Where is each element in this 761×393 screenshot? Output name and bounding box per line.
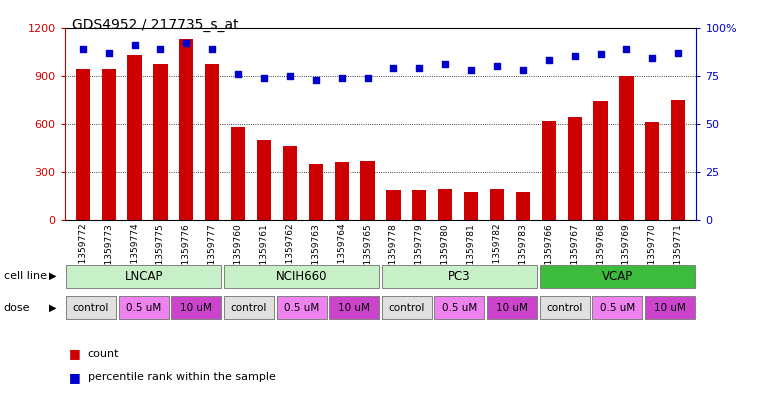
Text: PC3: PC3 <box>448 270 471 283</box>
Point <box>284 72 296 79</box>
Text: GDS4952 / 217735_s_at: GDS4952 / 217735_s_at <box>72 18 239 32</box>
Bar <box>66 296 116 319</box>
Text: 0.5 uM: 0.5 uM <box>600 303 635 312</box>
Point <box>310 76 322 83</box>
Text: control: control <box>231 303 267 312</box>
Bar <box>516 192 530 220</box>
Text: 0.5 uM: 0.5 uM <box>126 303 161 312</box>
Bar <box>490 189 504 220</box>
Point <box>465 67 477 73</box>
Bar <box>75 69 90 220</box>
Bar <box>180 39 193 220</box>
Point <box>517 67 529 73</box>
Point <box>413 65 425 71</box>
Bar <box>205 64 219 220</box>
Bar <box>438 189 452 220</box>
Bar <box>335 162 349 220</box>
Bar <box>66 264 221 288</box>
Bar <box>382 264 537 288</box>
Bar <box>257 140 271 220</box>
Text: 10 uM: 10 uM <box>654 303 686 312</box>
Bar <box>154 64 167 220</box>
Point <box>361 74 374 81</box>
Bar <box>101 69 116 220</box>
Text: control: control <box>73 303 109 312</box>
Bar <box>594 101 607 220</box>
Bar <box>387 190 400 220</box>
Point <box>672 50 684 56</box>
Bar <box>231 127 245 220</box>
Point <box>568 53 581 59</box>
Point <box>543 57 555 63</box>
Text: LNCAP: LNCAP <box>124 270 163 283</box>
Point <box>180 40 193 46</box>
Bar <box>276 296 326 319</box>
Text: percentile rank within the sample: percentile rank within the sample <box>88 372 275 382</box>
Text: NCIH660: NCIH660 <box>275 270 327 283</box>
Bar <box>435 296 485 319</box>
Point <box>594 51 607 58</box>
Bar <box>671 100 686 220</box>
Text: 0.5 uM: 0.5 uM <box>442 303 477 312</box>
Text: ▶: ▶ <box>49 271 57 281</box>
Text: 10 uM: 10 uM <box>180 303 212 312</box>
Text: dose: dose <box>4 303 30 312</box>
Bar <box>382 296 431 319</box>
Point <box>491 63 503 69</box>
Point <box>154 46 167 52</box>
Bar <box>645 296 695 319</box>
Text: ▶: ▶ <box>49 303 57 312</box>
Bar <box>487 296 537 319</box>
Point <box>77 46 89 52</box>
Bar <box>592 296 642 319</box>
Bar <box>412 189 426 220</box>
Bar <box>127 55 142 220</box>
Bar <box>568 118 581 220</box>
Text: cell line: cell line <box>4 271 47 281</box>
Point <box>620 46 632 52</box>
Point <box>439 61 451 67</box>
Point <box>129 42 141 48</box>
Bar <box>330 296 379 319</box>
Text: ■: ■ <box>68 371 80 384</box>
Bar <box>542 121 556 220</box>
Text: control: control <box>389 303 425 312</box>
Bar <box>464 192 478 220</box>
Bar <box>645 122 660 220</box>
Text: 0.5 uM: 0.5 uM <box>284 303 319 312</box>
Text: control: control <box>546 303 583 312</box>
Point <box>206 46 218 52</box>
Point <box>258 74 270 81</box>
Bar <box>119 296 169 319</box>
Point <box>103 50 115 56</box>
Bar <box>283 146 297 220</box>
Text: 10 uM: 10 uM <box>496 303 528 312</box>
Point <box>387 65 400 71</box>
Bar <box>171 296 221 319</box>
Bar <box>361 161 374 220</box>
Bar <box>619 75 634 220</box>
Text: count: count <box>88 349 119 359</box>
Point <box>646 55 658 61</box>
Bar <box>540 264 695 288</box>
Point <box>232 71 244 77</box>
Point <box>336 74 348 81</box>
Text: 10 uM: 10 uM <box>338 303 370 312</box>
Bar <box>309 164 323 220</box>
Bar <box>540 296 590 319</box>
Bar <box>224 296 274 319</box>
Text: VCAP: VCAP <box>602 270 633 283</box>
Bar <box>224 264 379 288</box>
Text: ■: ■ <box>68 347 80 360</box>
